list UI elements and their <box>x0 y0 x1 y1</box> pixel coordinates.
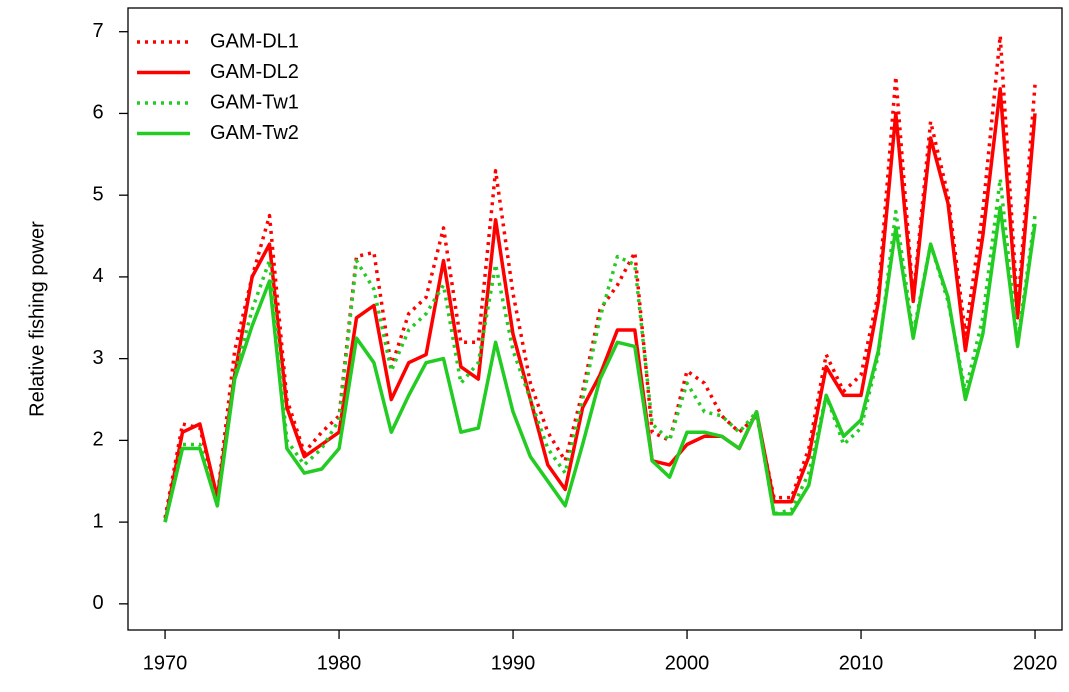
x-tick-label: 2000 <box>665 652 710 674</box>
y-tick-label: 6 <box>92 102 103 124</box>
y-tick-label: 3 <box>92 347 103 369</box>
series-line <box>163 87 1037 523</box>
series-line <box>163 205 1037 523</box>
y-tick-label: 1 <box>92 510 103 532</box>
x-tick-label: 1990 <box>491 652 536 674</box>
legend-label: GAM-Tw2 <box>210 122 299 144</box>
x-tick-label: 1970 <box>143 652 188 674</box>
x-tick-label: 2010 <box>839 652 884 674</box>
series-line <box>163 34 1037 519</box>
plot-box <box>127 7 1063 631</box>
y-tick-label: 7 <box>92 20 103 42</box>
legend-label: GAM-DL1 <box>210 30 299 52</box>
legend-label: GAM-DL2 <box>210 61 299 83</box>
y-tick-label: 5 <box>92 183 103 205</box>
x-tick-label: 1980 <box>317 652 362 674</box>
x-tick-label: 2020 <box>1013 652 1058 674</box>
legend-label: GAM-Tw1 <box>210 91 299 113</box>
y-tick-label: 0 <box>92 592 103 614</box>
y-tick-label: 4 <box>92 265 103 287</box>
y-axis-label: Relative fishing power <box>26 221 48 417</box>
series-line <box>163 177 1037 523</box>
y-tick-label: 2 <box>92 429 103 451</box>
